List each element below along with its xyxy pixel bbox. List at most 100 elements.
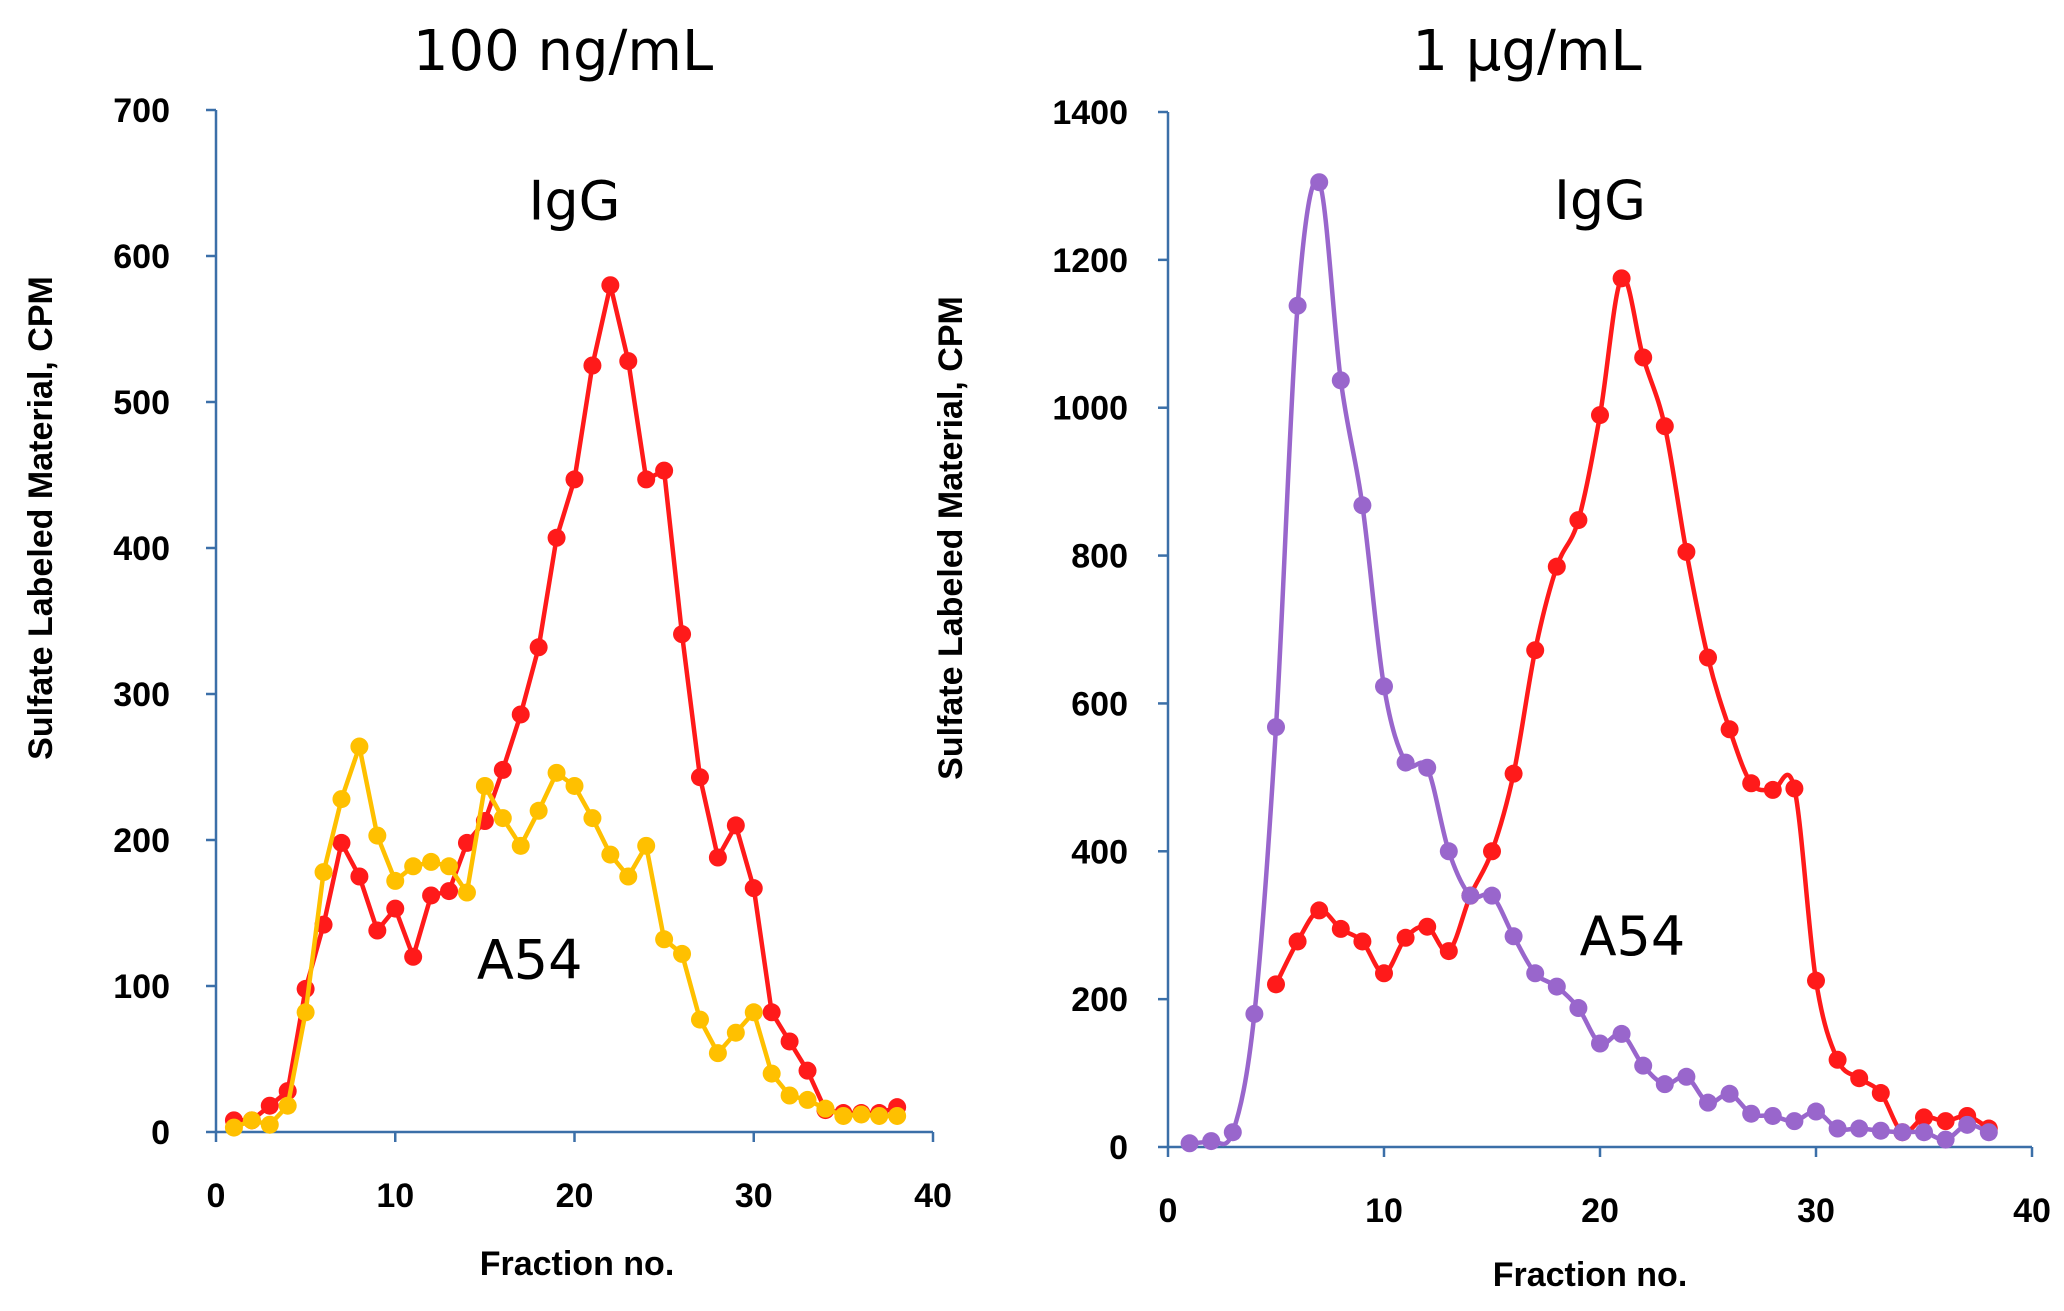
data-point-a54 <box>224 1118 243 1137</box>
data-point-igg <box>1634 348 1653 367</box>
annotation-label: IgG <box>528 170 620 233</box>
y-tick-label: 1000 <box>1052 390 1128 428</box>
data-point-a54 <box>1331 371 1350 390</box>
data-point-igg <box>726 816 745 835</box>
data-point-igg <box>1375 964 1393 983</box>
data-point-igg <box>1353 932 1372 951</box>
data-point-igg <box>422 886 441 905</box>
data-point-igg <box>1526 641 1545 660</box>
data-point-a54 <box>1958 1115 1977 1134</box>
data-point-igg <box>1504 764 1523 783</box>
data-point-igg <box>1871 1084 1890 1103</box>
y-tick-label: 600 <box>1071 685 1128 723</box>
data-point-a54 <box>637 836 656 855</box>
x-tick-label: 40 <box>914 1177 952 1215</box>
data-point-igg <box>1267 975 1285 994</box>
y-axis-label: Sulfate Labeled Material, CPM <box>22 276 60 760</box>
series-line-igg <box>1273 275 1992 1136</box>
data-point-a54 <box>1915 1123 1933 1142</box>
data-point-a54 <box>1288 296 1307 315</box>
data-point-a54 <box>870 1106 889 1125</box>
data-point-igg <box>386 899 405 918</box>
x-tick-label: 20 <box>1581 1192 1619 1230</box>
annotation-label: A54 <box>1580 905 1686 968</box>
data-point-a54 <box>655 930 674 949</box>
x-tick-label: 30 <box>1797 1192 1835 1230</box>
data-point-igg <box>440 882 459 901</box>
data-point-a54 <box>1310 173 1329 192</box>
data-point-a54 <box>1763 1106 1782 1125</box>
y-tick-label: 800 <box>1071 538 1128 576</box>
chart-panel-1ug: 1 μg/mL Sulfate Labeled Material, CPM Fr… <box>932 19 2051 1294</box>
data-point-igg <box>780 1032 799 1051</box>
data-point-igg <box>1936 1112 1955 1131</box>
data-point-a54 <box>583 809 602 828</box>
series-line-a54 <box>1187 178 1992 1147</box>
data-point-a54 <box>1871 1121 1890 1140</box>
x-tick-label: 10 <box>1365 1192 1403 1230</box>
x-tick-label: 0 <box>207 1177 226 1215</box>
data-point-a54 <box>260 1115 279 1134</box>
x-axis-label: Fraction no. <box>1493 1256 1688 1294</box>
data-point-a54 <box>1850 1119 1869 1138</box>
data-point-a54 <box>1418 758 1437 777</box>
annotation-label: IgG <box>1554 169 1646 232</box>
data-point-igg <box>762 1003 781 1022</box>
data-point-igg <box>1785 779 1804 798</box>
y-tick-label: 700 <box>113 92 170 130</box>
data-point-igg <box>332 833 351 852</box>
data-point-a54 <box>1483 886 1501 905</box>
series-line-igg <box>231 282 900 1123</box>
data-point-a54 <box>673 944 692 963</box>
x-axis-label: Fraction no. <box>480 1245 675 1283</box>
data-point-a54 <box>296 1003 315 1022</box>
data-point-igg <box>1612 269 1631 288</box>
data-point-a54 <box>1936 1130 1955 1149</box>
data-point-igg <box>1310 901 1329 920</box>
data-point-a54 <box>1742 1104 1761 1123</box>
data-point-a54 <box>332 790 351 809</box>
data-point-a54 <box>422 852 441 871</box>
data-point-igg <box>655 461 674 480</box>
data-point-igg <box>1677 542 1696 561</box>
data-point-igg <box>1828 1050 1847 1069</box>
data-point-a54 <box>1807 1102 1825 1121</box>
y-tick-label: 600 <box>113 238 170 276</box>
y-tick-label: 400 <box>1071 833 1128 871</box>
data-point-a54 <box>888 1106 907 1125</box>
y-tick-label: 200 <box>113 822 170 860</box>
y-tick-label: 0 <box>151 1114 170 1152</box>
data-point-a54 <box>1699 1093 1717 1112</box>
data-point-a54 <box>1655 1075 1674 1094</box>
data-point-a54 <box>493 809 512 828</box>
data-point-a54 <box>457 883 476 902</box>
data-point-igg <box>1763 780 1782 799</box>
data-point-a54 <box>1720 1084 1739 1103</box>
data-point-igg <box>1483 842 1501 861</box>
data-point-a54 <box>1180 1134 1199 1153</box>
data-point-a54 <box>314 863 333 882</box>
data-point-a54 <box>1526 964 1545 983</box>
data-point-igg <box>1655 417 1674 436</box>
data-point-a54 <box>1569 999 1588 1018</box>
data-point-igg <box>404 947 423 966</box>
data-point-a54 <box>1547 977 1566 996</box>
chart-title: 100 ng/mL <box>413 19 713 84</box>
data-point-a54 <box>1504 927 1523 946</box>
data-point-igg <box>601 276 620 295</box>
data-point-a54 <box>475 776 494 795</box>
data-point-a54 <box>440 857 459 876</box>
data-point-igg <box>798 1061 817 1080</box>
data-point-a54 <box>565 776 584 795</box>
data-point-igg <box>1288 932 1307 951</box>
data-point-a54 <box>1591 1034 1609 1053</box>
data-point-igg <box>1418 917 1437 936</box>
data-point-a54 <box>547 763 566 782</box>
data-point-igg <box>457 833 476 852</box>
data-point-a54 <box>511 836 530 855</box>
data-point-igg <box>637 470 656 489</box>
data-point-a54 <box>708 1044 727 1063</box>
data-point-igg <box>368 921 387 940</box>
data-point-a54 <box>1828 1119 1847 1138</box>
data-point-a54 <box>1267 718 1285 737</box>
